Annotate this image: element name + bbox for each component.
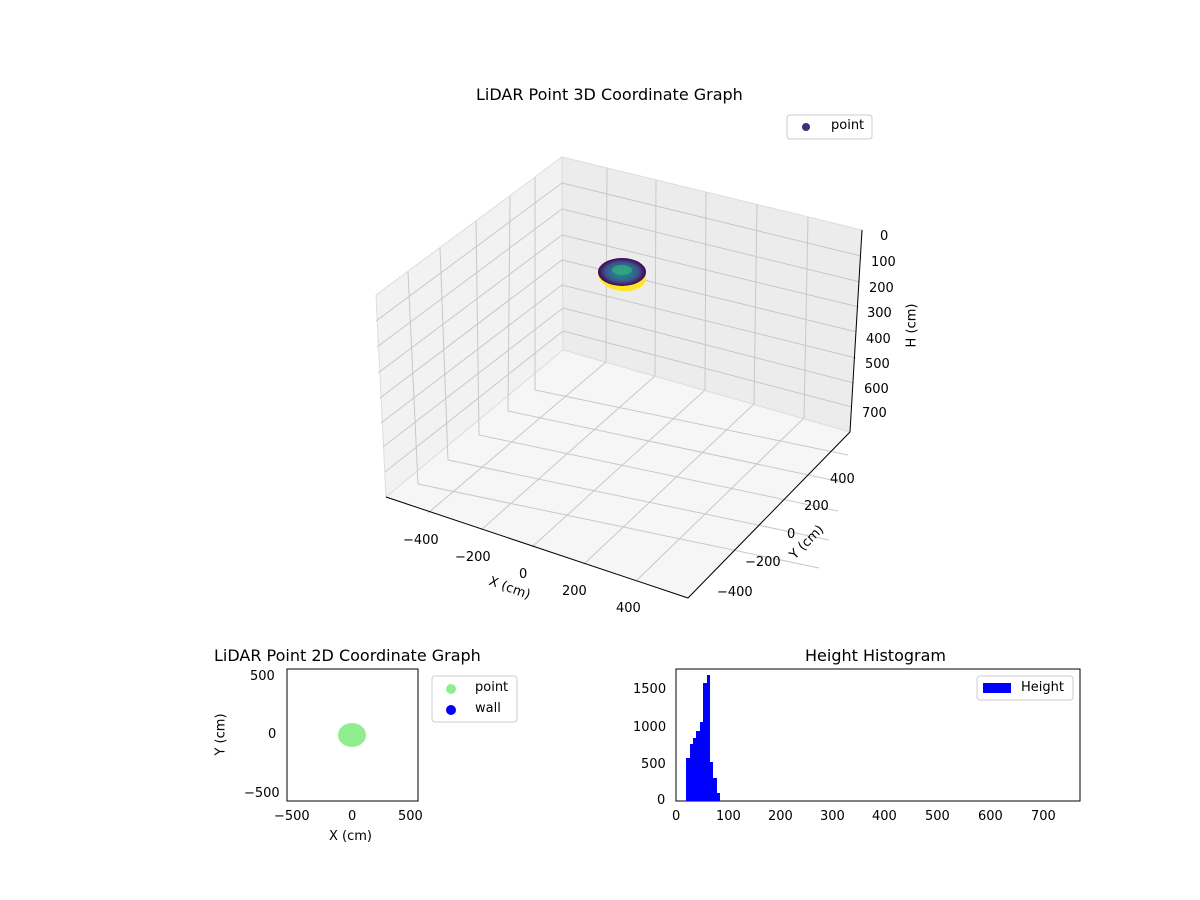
legend-2d-point: point	[475, 680, 509, 695]
xtick-hist: 500	[925, 809, 950, 824]
ytick-hist: 1000	[633, 720, 667, 735]
ytick-2d: 500	[250, 669, 275, 684]
xtick-hist: 100	[716, 809, 741, 824]
xtick: −400	[403, 533, 439, 548]
xtick-hist: 0	[672, 809, 681, 824]
ytick-2d: −500	[244, 786, 280, 801]
ztick: 200	[869, 281, 894, 296]
point-cluster-2d	[338, 723, 366, 747]
xtick-2d: 0	[348, 809, 357, 824]
ytick-2d: 0	[268, 727, 277, 742]
title-2d: LiDAR Point 2D Coordinate Graph	[214, 646, 481, 665]
ytick: 200	[804, 499, 829, 514]
ztick: 600	[864, 382, 889, 397]
xtick-hist: 400	[872, 809, 897, 824]
ztick: 300	[867, 306, 892, 321]
xtick: 200	[562, 584, 587, 599]
xtick-hist: 600	[978, 809, 1003, 824]
ytick: 400	[830, 472, 855, 487]
zlabel-3d: H (cm)	[904, 303, 920, 348]
xtick-hist: 300	[820, 809, 845, 824]
legend-2d-wall: wall	[475, 701, 501, 716]
ytick: −200	[745, 555, 781, 570]
title-3d: LiDAR Point 3D Coordinate Graph	[476, 85, 743, 104]
ylabel-2d: Y (cm)	[213, 713, 229, 756]
xtick: −200	[455, 550, 491, 565]
ztick: 0	[880, 229, 889, 244]
title-histogram: Height Histogram	[805, 646, 946, 665]
ytick-hist: 0	[657, 793, 666, 808]
ytick-hist: 1500	[633, 682, 667, 697]
xtick-2d: −500	[274, 809, 310, 824]
xlabel-2d: X (cm)	[329, 829, 372, 844]
ytick: 0	[787, 527, 796, 542]
legend-3d-point: point	[831, 118, 865, 133]
xtick-2d: 500	[398, 809, 423, 824]
ytick-hist: 500	[641, 757, 666, 772]
xtick: 400	[616, 601, 641, 616]
ytick: −400	[717, 585, 753, 600]
xtick-hist: 200	[768, 809, 793, 824]
xtick: 0	[519, 567, 528, 582]
ztick: 100	[871, 255, 896, 270]
histogram-bars	[686, 675, 720, 801]
ztick: 400	[866, 332, 891, 347]
xtick-hist: 700	[1031, 809, 1056, 824]
legend-histogram: Height	[1021, 680, 1064, 695]
ztick: 700	[862, 406, 887, 421]
ztick: 500	[865, 357, 890, 372]
